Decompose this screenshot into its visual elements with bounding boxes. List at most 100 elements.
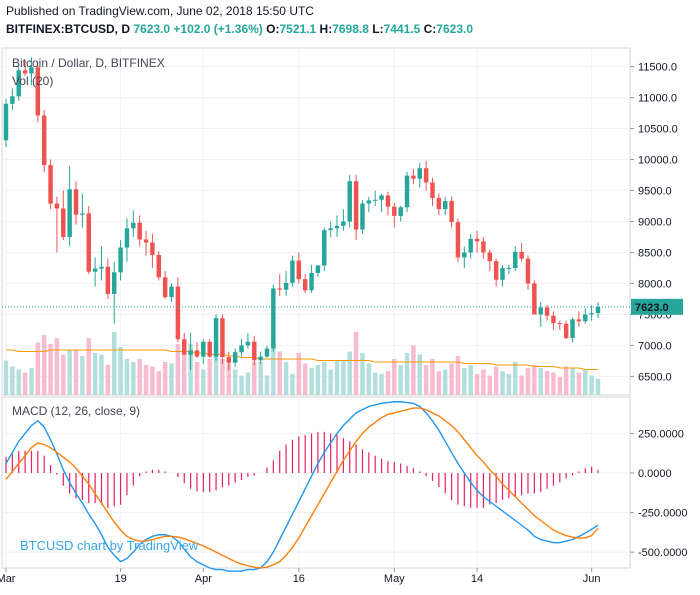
volume-bar	[570, 368, 575, 395]
open-value: 7521.1	[279, 22, 317, 36]
candle	[309, 264, 314, 293]
x-tick-label: Apr	[195, 573, 212, 585]
volume-bar	[462, 368, 467, 395]
volume-bar	[41, 335, 47, 395]
volume-bar	[61, 354, 66, 395]
candle-body	[207, 341, 212, 357]
candle	[589, 305, 594, 321]
close-label: C:	[423, 22, 437, 36]
candle-body	[264, 348, 270, 357]
candle	[322, 227, 327, 272]
candle-body	[462, 252, 467, 258]
candle	[290, 255, 295, 287]
candle-body	[124, 228, 130, 248]
published-line: Published on TradingView.com, June 02, 2…	[6, 4, 314, 18]
candle	[328, 221, 333, 237]
candle-body	[232, 352, 238, 363]
volume-bar	[538, 368, 543, 395]
volume-bar	[201, 369, 206, 395]
volume-bar	[309, 368, 314, 395]
volume-bar	[226, 363, 232, 395]
volume-bar	[137, 359, 142, 395]
candle-body	[563, 323, 569, 338]
candle-body	[551, 315, 556, 324]
candle-body	[493, 261, 499, 280]
candle	[207, 339, 212, 358]
candle-body	[201, 341, 206, 357]
candle-body	[105, 266, 111, 294]
low-value: 7441.5	[383, 22, 421, 36]
candle	[411, 168, 416, 185]
price-tick-label: 7000.0	[638, 340, 672, 352]
candle-body	[583, 314, 588, 322]
volume-bar	[379, 374, 384, 395]
volume-bar	[296, 353, 302, 395]
candle-body	[372, 199, 378, 201]
price-tick-label: 8000.0	[638, 278, 672, 290]
candle-body	[258, 356, 263, 361]
candle	[118, 240, 123, 281]
candle-body	[328, 228, 333, 231]
candle	[296, 252, 302, 284]
candle-body	[118, 247, 123, 273]
candle	[532, 280, 537, 315]
volume-bar	[277, 351, 282, 395]
candle-body	[570, 319, 575, 338]
volume-bar	[563, 366, 569, 395]
candle-body	[150, 242, 155, 255]
volume-bar	[169, 363, 174, 395]
candle	[73, 181, 79, 225]
candle-body	[506, 267, 512, 269]
volume-bar	[449, 363, 454, 395]
symbol-header: BITFINEX:BTCUSD, D 7623.0 +102.0 (+1.36%…	[6, 22, 473, 36]
candle-body	[162, 277, 168, 298]
volume-bar	[54, 338, 60, 395]
volume-bar	[513, 362, 518, 395]
candle	[35, 64, 41, 123]
candle	[302, 274, 308, 293]
volume-bar	[341, 360, 346, 395]
candle-body	[10, 96, 15, 104]
candle-body	[239, 345, 244, 353]
price-tick-label: 9500.0	[638, 186, 672, 198]
candle	[271, 284, 276, 352]
volume-bar	[264, 375, 270, 395]
volume-bar	[436, 371, 442, 395]
candle-body	[315, 265, 321, 273]
volume-bar	[385, 371, 391, 395]
candle-body	[544, 307, 550, 316]
x-tick-label: Jun	[583, 573, 601, 585]
candle	[341, 209, 346, 231]
candle	[277, 274, 282, 296]
candle	[372, 190, 378, 207]
candle	[379, 193, 384, 213]
volume-bar	[487, 375, 493, 395]
candle	[315, 264, 321, 278]
candle-body	[16, 70, 21, 97]
price-tick-label: 10000.0	[638, 155, 678, 167]
candle	[595, 302, 601, 319]
volume-bar	[442, 369, 448, 395]
volume-bar	[411, 345, 416, 395]
candle	[474, 230, 480, 253]
volume-bar	[182, 351, 187, 395]
candle-body	[41, 115, 47, 166]
candle	[417, 162, 422, 188]
volume-bar	[271, 341, 276, 395]
macd-tick-label: 250.0000	[638, 428, 684, 440]
volume-bar	[150, 366, 155, 395]
candle-body	[557, 323, 563, 325]
candle	[131, 210, 136, 237]
volume-bar	[48, 344, 53, 395]
candle	[201, 339, 206, 365]
candle	[468, 233, 473, 259]
candle-body	[143, 239, 149, 243]
candle	[481, 236, 486, 259]
volume-bar	[283, 362, 289, 395]
candle	[54, 196, 60, 253]
volume-bar	[455, 356, 461, 395]
candle	[48, 159, 53, 210]
candle	[283, 271, 289, 296]
volume-bar	[525, 368, 531, 395]
